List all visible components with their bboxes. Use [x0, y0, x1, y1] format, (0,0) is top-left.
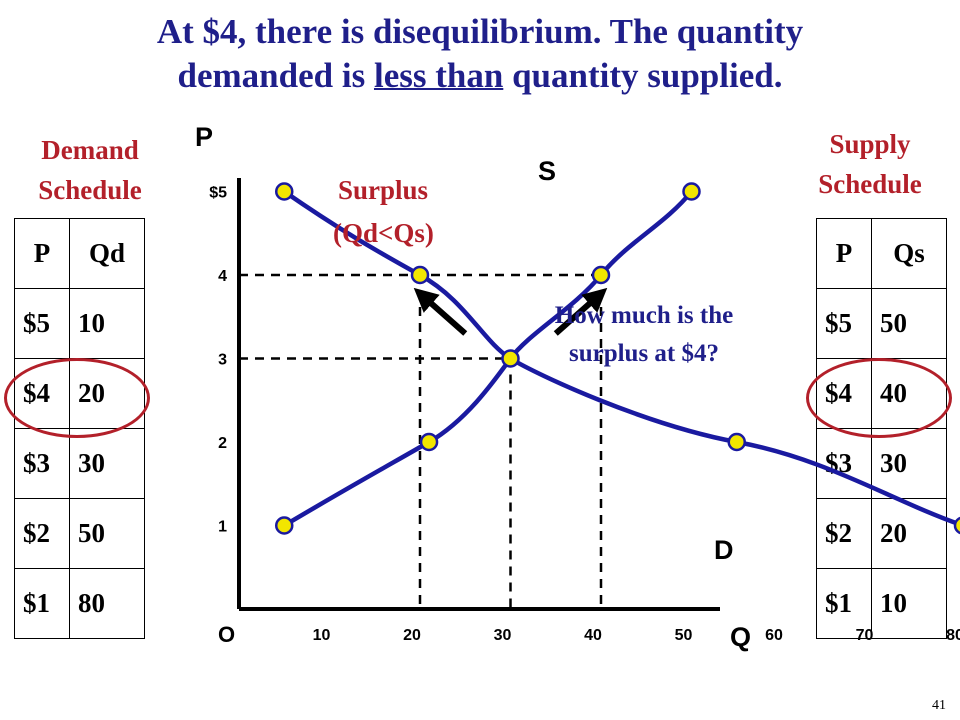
title-underlined: less than [373, 56, 504, 95]
demand-curve-label: D [714, 535, 734, 565]
table-cell: 30 [871, 428, 947, 499]
x-tick-label: 30 [494, 627, 512, 644]
arrow-to-qd [413, 287, 468, 336]
table-header-cell: P [816, 218, 872, 289]
demand-title-line-2: Schedule [38, 175, 142, 205]
table-cell: $5 [816, 288, 872, 359]
demand-point [953, 516, 960, 535]
table-cell: $5 [14, 288, 70, 359]
demand-point [410, 265, 430, 285]
slide-title: At $4, there is disequilibrium. The quan… [0, 10, 960, 98]
supply-point [591, 265, 611, 285]
supply-schedule-title: Supply Schedule [790, 124, 950, 204]
equilibrium-point [501, 349, 520, 368]
supply-schedule-table: P Qs $5 50 $4 40 $3 30 $2 20 $1 10 [816, 218, 947, 639]
y-tick-label: 4 [218, 268, 227, 285]
x-tick-label: 70 [856, 627, 874, 644]
supply-point [419, 432, 439, 452]
table-header-cell: P [14, 218, 70, 289]
demand-curve [282, 189, 960, 527]
y-tick-label: $5 [209, 185, 227, 202]
y-axis-label: P [195, 122, 213, 152]
table-row: $5 50 [816, 288, 947, 359]
demand-point [727, 432, 746, 452]
table-header-cell: Qd [69, 218, 145, 289]
table-cell: $1 [14, 568, 70, 639]
y-tick-label: 3 [218, 352, 227, 369]
table-cell: $2 [816, 498, 872, 569]
x-axis-label: Q [730, 622, 751, 652]
question-line-2: surplus at $4? [569, 340, 719, 367]
table-row: $5 10 [14, 288, 145, 359]
supply-point [682, 182, 701, 201]
title-line-2: demanded is less than quantity supplied. [0, 54, 960, 98]
slide-number: 41 [932, 698, 946, 713]
demand-schedule-table: P Qd $5 10 $4 20 $3 30 $2 50 $1 80 [14, 218, 145, 639]
x-tick-label: 10 [313, 627, 331, 644]
demand-point [275, 182, 294, 201]
arrow-to-qs [553, 287, 608, 336]
x-tick-label: 60 [765, 627, 783, 644]
table-row: $3 30 [14, 428, 145, 499]
title-line-1: At $4, there is disequilibrium. The quan… [156, 12, 804, 51]
table-cell: $2 [14, 498, 70, 569]
table-row: $1 10 [816, 568, 947, 639]
y-tick-label: 1 [218, 519, 227, 536]
y-tick-label: 2 [218, 435, 227, 452]
table-cell: 80 [69, 568, 145, 639]
x-tick-label: 50 [675, 627, 693, 644]
x-tick-label: 40 [584, 627, 602, 644]
x-tick-label: 80 [946, 627, 960, 644]
table-header-cell: Qs [871, 218, 947, 289]
supply-point [275, 516, 294, 535]
table-cell: 40 [871, 358, 947, 429]
table-cell: 20 [69, 358, 145, 429]
table-row: $3 30 [816, 428, 947, 499]
table-cell: 30 [69, 428, 145, 499]
supply-title-line-2: Schedule [818, 169, 922, 199]
origin-label: O [218, 622, 235, 647]
chart-labels: S D Surplus (Qd<Qs) How much is the surplus a… [333, 156, 734, 565]
table-cell: 10 [871, 568, 947, 639]
table-header-row: P Qs [816, 218, 947, 289]
demand-schedule-title: Demand Schedule [10, 130, 170, 210]
chart-points [275, 182, 960, 535]
x-tick-label: 20 [403, 627, 421, 644]
title-line-2-pre: demanded is [177, 56, 374, 95]
supply-title-line-1: Supply [829, 129, 911, 159]
surplus-arrows [413, 287, 608, 336]
table-cell: 50 [871, 288, 947, 359]
question-line-1: How much is the [555, 302, 733, 329]
surplus-condition-label: (Qd<Qs) [333, 218, 434, 248]
table-header-row: P Qd [14, 218, 145, 289]
table-row: $1 80 [14, 568, 145, 639]
table-cell: $1 [816, 568, 872, 639]
title-line-2-post: quantity supplied. [503, 56, 783, 95]
demand-title-line-1: Demand [41, 135, 139, 165]
supply-curve-label: S [538, 156, 556, 186]
table-cell: 10 [69, 288, 145, 359]
surplus-label: Surplus [338, 175, 428, 205]
